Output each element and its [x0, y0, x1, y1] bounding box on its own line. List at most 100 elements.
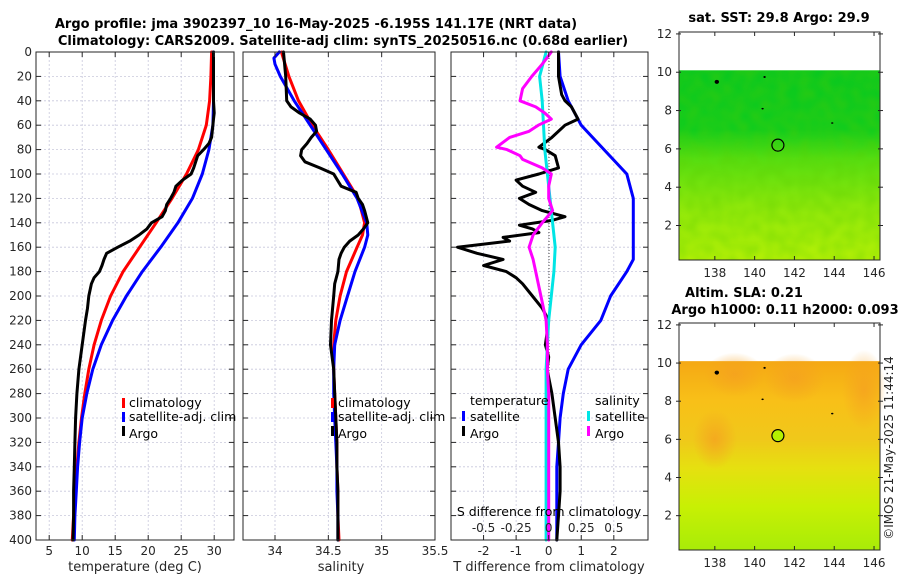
lon-tick-label: 146 — [863, 266, 886, 280]
x-tick-label: 25 — [174, 544, 189, 558]
lat-tick-label: 6 — [664, 432, 672, 446]
sla-map-lon-labels: 138 140 142 144 146 — [703, 556, 885, 570]
sla-map-frame — [678, 322, 881, 551]
t-difference-xlabel: T difference from climatology — [452, 560, 645, 575]
salinity-xtick-labels: 34 34.5 35 35.5 — [267, 544, 448, 558]
island-speck — [831, 122, 834, 124]
temperature-legend: climatology satellite-adj. clim Argo — [122, 395, 236, 441]
argo-float-marker — [771, 429, 785, 443]
legend-swatch-climatology — [122, 398, 125, 408]
lat-tick-label: 12 — [657, 27, 672, 41]
sla-map-title-line2: Argo h1000: 0.11 h2000: 0.093 — [671, 303, 898, 318]
figure-title-line1: Argo profile: jma 3902397_10 16-May-2025… — [55, 17, 577, 32]
temperature-profile-panel: 5 10 15 20 25 30 0 20 40 60 80 100 120 140 160 180 200 2… — [9, 45, 236, 575]
sla-high-patch — [764, 353, 825, 404]
legend-swatch-argo — [331, 426, 334, 436]
sla-map-ticks — [676, 323, 883, 550]
depth-tick-label: 60 — [17, 118, 32, 132]
legend-swatch-satellite-adj — [122, 412, 125, 422]
depth-tick-label: 40 — [17, 94, 32, 108]
legend-label-sal-satellite: satellite — [595, 409, 645, 424]
sst-map-panel: sat. SST: 29.8 Argo: 29.9 138 140 142 144 14… — [657, 11, 886, 280]
x-tick-label: 34.5 — [315, 544, 342, 558]
depth-tick-labels: 0 20 40 60 80 100 120 140 160 180 200 220 240 260 280 3… — [9, 45, 32, 547]
series-line-salinity-argo — [495, 50, 555, 542]
legend-title-temperature: temperature — [470, 393, 549, 408]
x-tick-label: 5 — [45, 544, 53, 558]
salinity-ticks — [243, 51, 436, 541]
sla-field-highs — [692, 349, 887, 470]
island-speck — [714, 370, 720, 375]
island-speck — [763, 366, 766, 369]
legend-swatch-satellite-adj — [331, 412, 334, 422]
legend-label-temp-satellite: satellite — [470, 409, 520, 424]
s-difference-tick-label: -0.5 — [472, 521, 495, 535]
x-tick-label: -1 — [510, 544, 522, 558]
sla-high-patch — [692, 409, 737, 470]
lat-tick-label: 12 — [657, 318, 672, 332]
x-tick-label: 0 — [545, 544, 553, 558]
depth-tick-label: 200 — [9, 289, 32, 303]
legend-label-argo: Argo — [129, 426, 158, 441]
depth-tick-label: 220 — [9, 313, 32, 327]
temperature-ticks — [36, 51, 234, 541]
legend-label-satellite-adj: satellite-adj. clim — [338, 409, 445, 424]
sst-map-lon-labels: 138 140 142 144 146 — [703, 266, 885, 280]
difference-profile-panel: -2 -1 0 1 2 T difference from climatology S … — [450, 50, 649, 575]
x-tick-label: 2 — [610, 544, 618, 558]
s-difference-tick-labels: -0.5 -0.25 0 0.25 0.5 — [472, 521, 624, 535]
sst-map-ticks — [676, 32, 883, 260]
s-difference-tick-label: 0.5 — [604, 521, 623, 535]
sst-map-lat-labels: 2 4 6 8 10 12 — [657, 27, 672, 233]
island-speck — [714, 79, 720, 84]
x-tick-label: 30 — [207, 544, 222, 558]
temperature-grid — [36, 52, 234, 540]
legend-swatch-temp-satellite — [462, 411, 465, 421]
depth-tick-label: 160 — [9, 240, 32, 254]
depth-tick-label: 320 — [9, 435, 32, 449]
legend-label-argo: Argo — [338, 426, 367, 441]
temperature-xlabel: temperature (deg C) — [68, 560, 202, 575]
sla-high-patch — [704, 352, 765, 397]
depth-tick-label: 260 — [9, 362, 32, 376]
sla-coast-specks — [714, 366, 834, 415]
lat-tick-label: 6 — [664, 142, 672, 156]
depth-tick-label: 400 — [9, 533, 32, 547]
legend-label-satellite-adj: satellite-adj. clim — [129, 409, 236, 424]
x-tick-label: 1 — [577, 544, 585, 558]
sla-map-panel: Altim. SLA: 0.21 Argo h1000: 0.11 h2000:… — [657, 286, 899, 570]
temperature-xtick-labels: 5 10 15 20 25 30 — [45, 544, 221, 558]
depth-tick-label: 340 — [9, 460, 32, 474]
lon-tick-label: 140 — [743, 266, 766, 280]
depth-tick-label: 280 — [9, 387, 32, 401]
lat-tick-label: 2 — [664, 509, 672, 523]
depth-tick-label: 80 — [17, 143, 32, 157]
depth-tick-label: 360 — [9, 484, 32, 498]
lat-tick-label: 4 — [664, 180, 672, 194]
x-tick-label: 34 — [267, 544, 282, 558]
difference-legend: temperature satellite Argo salinity sate… — [462, 393, 645, 441]
x-tick-label: 10 — [75, 544, 90, 558]
s-difference-tick-label: 0.25 — [568, 521, 595, 535]
depth-tick-label: 140 — [9, 216, 32, 230]
sst-map-frame — [678, 31, 881, 261]
lon-tick-label: 138 — [703, 556, 726, 570]
sla-map-title-line1: Altim. SLA: 0.21 — [685, 286, 803, 301]
legend-label-sal-argo: Argo — [595, 426, 624, 441]
depth-tick-label: 120 — [9, 191, 32, 205]
legend-swatch-argo — [122, 426, 125, 436]
sla-map-lat-labels: 2 4 6 8 10 12 — [657, 318, 672, 523]
legend-label-temp-argo: Argo — [470, 426, 499, 441]
salinity-curves — [272, 50, 370, 542]
legend-swatch-climatology — [331, 398, 334, 408]
island-speck — [831, 412, 834, 415]
depth-tick-label: 300 — [9, 411, 32, 425]
legend-swatch-sal-argo — [587, 426, 590, 436]
lat-tick-label: 10 — [657, 65, 672, 79]
lon-tick-label: 142 — [783, 266, 806, 280]
sst-map-title: sat. SST: 29.8 Argo: 29.9 — [688, 11, 869, 26]
sla-high-patch — [842, 349, 887, 430]
salinity-legend: climatology satellite-adj. clim Argo — [331, 395, 445, 441]
lat-tick-label: 8 — [664, 104, 672, 118]
legend-swatch-sal-satellite — [587, 411, 590, 421]
